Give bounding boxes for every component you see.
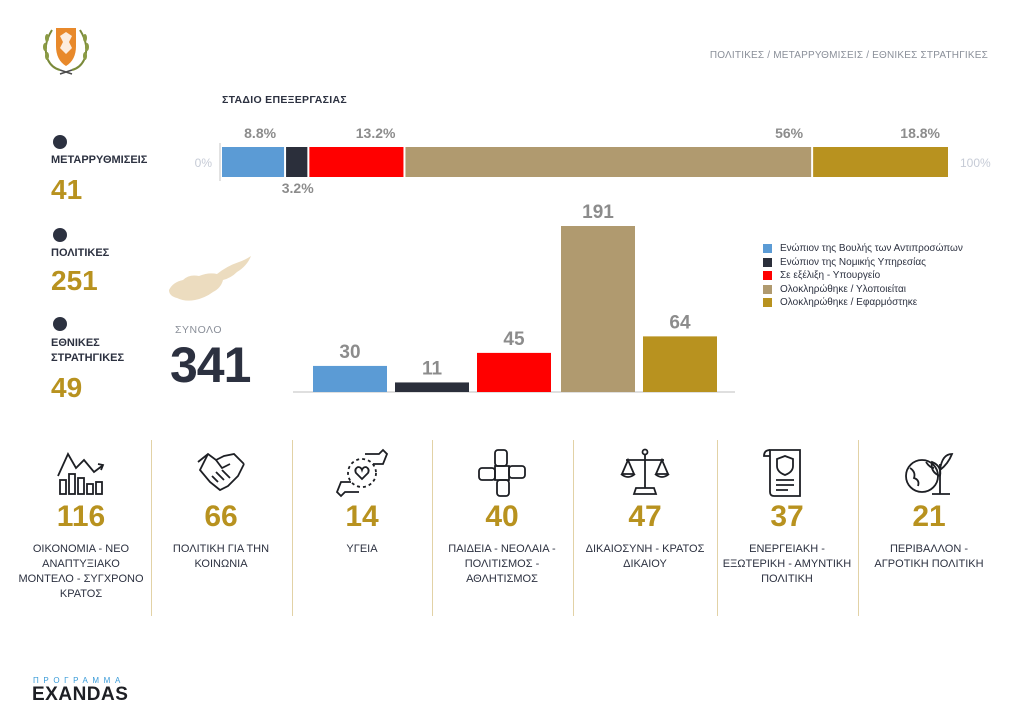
bar-value-label: 64 xyxy=(669,312,691,333)
category-label: ΠΑΙΔΕΙΑ - ΝΕΟΛΑΙΑ - ΠΟΛΙΤΙΣΜΟΣ - ΑΘΛΗΤΙΣ… xyxy=(448,543,556,585)
column-divider xyxy=(717,440,718,616)
bar xyxy=(561,226,635,392)
cyprus-map-icon xyxy=(165,256,255,311)
legend-item: Ολοκληρώθηκε / Υλοποιείται xyxy=(763,283,963,297)
legend-label: Ολοκληρώθηκε / Υλοποιείται xyxy=(780,283,906,295)
stage-stacked-bar-chart: 0% 100% 8.8% 3.2% 13.2% 56% 18.8% xyxy=(195,125,991,196)
category-value: 47 xyxy=(628,500,662,533)
category-label: ΔΙΚΑΙΟΣΥΝΗ - ΚΡΑΤΟΣ ΔΙΚΑΙΟΥ xyxy=(585,543,705,570)
category-environment-agriculture: 21 ΠΕΡΙΒΑΛΛΟΝ - ΑΓΡΟΤΙΚΗ ΠΟΛΙΤΙΚΗ xyxy=(864,446,994,572)
stat-label-strategies: ΕΘΝΙΚΕΣ ΣΤΡΑΤΗΓΙΚΕΣ xyxy=(51,337,125,364)
stacked-data-label: 56% xyxy=(775,125,804,141)
chart-legend: Ενώπιον της Βουλής των Αντιπροσώπων Ενώπ… xyxy=(763,242,963,310)
total-label: ΣΥΝΟΛΟ xyxy=(175,324,223,336)
bar xyxy=(313,365,387,392)
joined-hands-icon xyxy=(475,446,529,500)
bullet-icon xyxy=(53,135,67,149)
bar-value-label: 30 xyxy=(339,342,360,363)
stacked-bar-segment xyxy=(222,147,285,177)
bar-value-label: 11 xyxy=(422,358,443,379)
bar xyxy=(643,336,717,392)
stacked-data-label: 13.2% xyxy=(356,125,396,141)
column-divider xyxy=(858,440,859,616)
category-economy: 116 ΟΙΚΟΝΟΜΙΑ - ΝΕΟ ΑΝΑΠΤΥΞΙΑΚΟ ΜΟΝΤΕΛΟ … xyxy=(16,446,146,602)
bar xyxy=(395,382,469,392)
total-value: 341 xyxy=(170,337,251,393)
stage-count-bar-chart: 30 11 45 191 64 xyxy=(293,202,735,393)
legend-label: Σε εξέλιξη - Υπουργείο xyxy=(780,270,881,282)
stat-value-strategies: 49 xyxy=(51,372,83,403)
legend-item: Σε εξέλιξη - Υπουργείο xyxy=(763,269,963,283)
cyprus-coat-of-arms-logo xyxy=(38,22,94,76)
legend-item: Ενώπιον της Νομικής Υπηρεσίας xyxy=(763,256,963,270)
category-education: 40 ΠΑΙΔΕΙΑ - ΝΕΟΛΑΙΑ - ΠΟΛΙΤΙΣΜΟΣ - ΑΘΛΗ… xyxy=(437,446,567,587)
column-divider xyxy=(432,440,433,616)
category-value: 21 xyxy=(912,500,946,533)
category-value: 40 xyxy=(485,500,519,533)
category-value: 66 xyxy=(204,500,238,533)
legend-swatch xyxy=(763,298,772,308)
stat-value-reforms: 41 xyxy=(51,174,83,205)
legend-item: Ολοκληρώθηκε / Εφαρμόστηκε xyxy=(763,296,963,310)
category-value: 14 xyxy=(345,500,379,533)
category-value: 116 xyxy=(56,500,106,533)
column-divider xyxy=(151,440,152,616)
legend-label: Ενώπιον της Βουλής των Αντιπροσώπων xyxy=(780,243,963,255)
category-energy-foreign-defence: 37 ΕΝΕΡΓΕΙΑΚΗ - ΕΞΩΤΕΡΙΚΗ - ΑΜΥΝΤΙΚΗ ΠΟΛ… xyxy=(722,446,852,587)
health-hands-heart-icon xyxy=(335,446,389,500)
category-label: ΟΙΚΟΝΟΜΙΑ - ΝΕΟ ΑΝΑΠΤΥΞΙΑΚΟ ΜΟΝΤΕΛΟ - ΣΥ… xyxy=(18,543,144,600)
category-label: ΕΝΕΡΓΕΙΑΚΗ - ΕΞΩΤΕΡΙΚΗ - ΑΜΥΝΤΙΚΗ ΠΟΛΙΤΙ… xyxy=(722,543,852,585)
legend-item: Ενώπιον της Βουλής των Αντιπροσώπων xyxy=(763,242,963,256)
stat-value-policies: 251 xyxy=(51,265,98,296)
document-shield-icon xyxy=(760,446,814,500)
axis-min-label: 0% xyxy=(195,156,213,170)
column-divider xyxy=(292,440,293,616)
axis-max-label: 100% xyxy=(960,156,991,170)
breadcrumb: ΠΟΛΙΤΙΚΕΣ / ΜΕΤΑΡΡΥΘΜΙΣΕΙΣ / ΕΘΝΙΚΕΣ ΣΤΡ… xyxy=(709,50,988,61)
legend-swatch xyxy=(763,271,772,281)
category-health: 14 ΥΓΕΙΑ xyxy=(297,446,427,557)
globe-plant-icon xyxy=(902,446,956,500)
stacked-data-label: 3.2% xyxy=(282,180,314,196)
stacked-bar-segment xyxy=(405,147,812,177)
stacked-data-label: 8.8% xyxy=(244,125,276,141)
category-society: 66 ΠΟΛΙΤΙΚΗ ΓΙΑ ΤΗΝ ΚΟΙΝΩΝΙΑ xyxy=(156,446,286,572)
legend-swatch xyxy=(763,257,772,267)
legend-swatch xyxy=(763,284,772,294)
stage-chart-title: ΣΤΑΔΙΟ ΕΠΕΞΕΡΓΑΣΙΑΣ xyxy=(222,94,347,106)
bar-value-label: 45 xyxy=(503,329,525,350)
category-label: ΠΟΛΙΤΙΚΗ ΓΙΑ ΤΗΝ ΚΟΙΝΩΝΙΑ xyxy=(172,543,270,570)
stat-label-policies: ΠΟΛΙΤΙΚΕΣ xyxy=(51,247,110,259)
category-justice: 47 ΔΙΚΑΙΟΣΥΝΗ - ΚΡΑΤΟΣ ΔΙΚΑΙΟΥ xyxy=(580,446,710,572)
bullet-icon xyxy=(53,228,67,242)
stat-label-reforms: ΜΕΤΑΡΡΥΘΜΙΣΕΙΣ xyxy=(51,154,148,166)
bullet-icon xyxy=(53,317,67,331)
justice-scale-icon xyxy=(618,446,672,500)
handshake-icon xyxy=(194,446,248,500)
bar-value-label: 191 xyxy=(582,202,614,223)
column-divider xyxy=(573,440,574,616)
economy-chart-icon xyxy=(54,446,108,500)
stacked-bar-segment xyxy=(813,147,948,177)
bar xyxy=(477,352,551,392)
program-label: ΠΡΟΓΡΑΜΜΑ xyxy=(33,676,125,685)
legend-label: Ενώπιον της Νομικής Υπηρεσίας xyxy=(780,256,926,268)
legend-label: Ολοκληρώθηκε / Εφαρμόστηκε xyxy=(780,297,918,309)
legend-swatch xyxy=(763,244,772,254)
stacked-data-label: 18.8% xyxy=(900,125,940,141)
category-label: ΠΕΡΙΒΑΛΛΟΝ - ΑΓΡΟΤΙΚΗ ΠΟΛΙΤΙΚΗ xyxy=(874,543,984,570)
stacked-bar-segment xyxy=(286,147,308,177)
exandas-logo: EXANDAS xyxy=(32,684,129,705)
stacked-bar-segment xyxy=(309,147,404,177)
category-label: ΥΓΕΙΑ xyxy=(346,543,378,555)
category-value: 37 xyxy=(770,500,804,533)
